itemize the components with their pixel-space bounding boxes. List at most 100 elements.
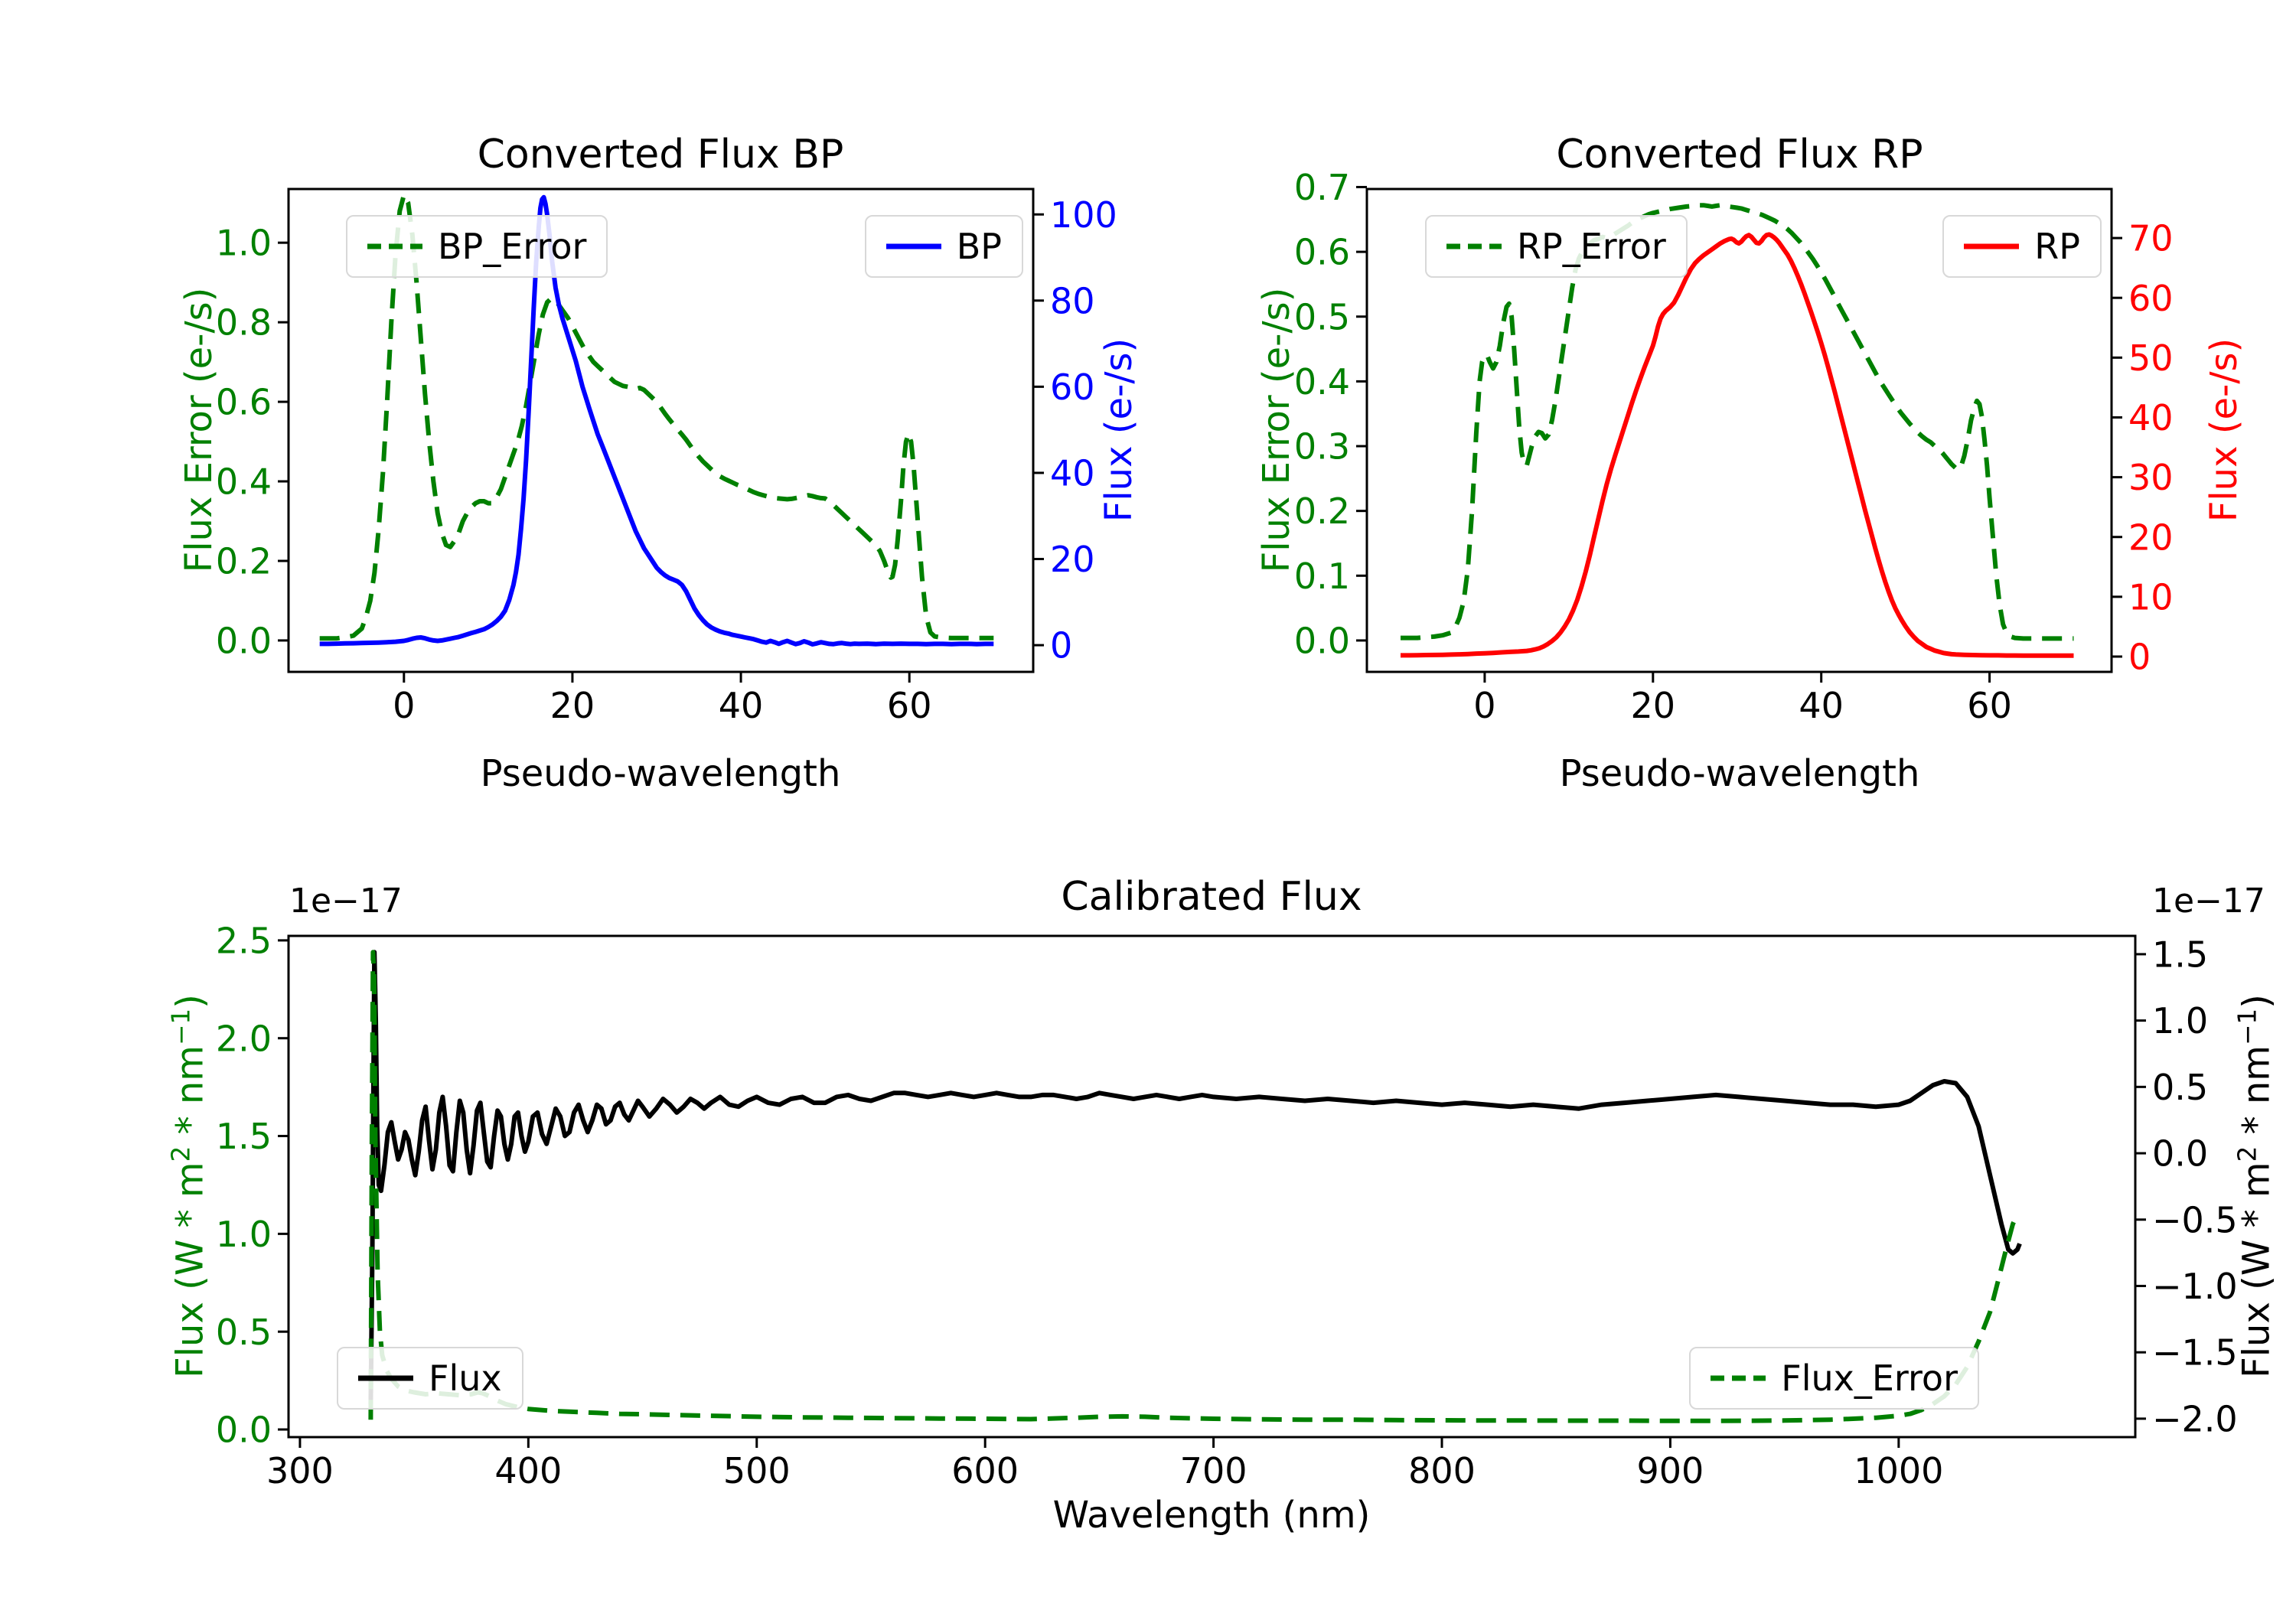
legend-rp-error: RP_Error xyxy=(1425,215,1688,278)
ylabel-rp-error: Flux Error (e-/s) xyxy=(1255,287,1298,573)
y-tick-label-right: 1.0 xyxy=(2152,1000,2208,1041)
y-tick-label-left: 0.5 xyxy=(216,1312,272,1353)
legend-label: BP xyxy=(956,226,1002,267)
y-tick-label-right: 0.5 xyxy=(2152,1067,2208,1108)
ylabel-sup: −1 xyxy=(2232,1008,2262,1045)
y-tick-label-left: 0.0 xyxy=(216,620,272,661)
ylabel-bp-error: Flux Error (e-/s) xyxy=(178,287,220,573)
y-tick-label-right: 1.5 xyxy=(2152,934,2208,975)
legend-label: RP_Error xyxy=(1517,226,1666,267)
legend-label: BP_Error xyxy=(438,226,587,267)
plot-box xyxy=(287,187,1035,673)
y-tick-label-right: 40 xyxy=(2128,397,2174,438)
ylabel-text: * nm xyxy=(168,1045,212,1146)
y-tick-label-right: 0 xyxy=(2128,637,2151,678)
xlabel-bp: Pseudo-wavelength xyxy=(480,752,841,795)
ylabel-sup: 2 xyxy=(166,1146,196,1162)
x-tick-label: 0 xyxy=(1473,685,1495,726)
ylabel-text: * nm xyxy=(2235,1045,2278,1146)
series-line-bp xyxy=(319,194,994,647)
y-tick-label-right: 50 xyxy=(2128,337,2174,379)
series-line-rp_error xyxy=(1401,203,2074,641)
series-line-flux xyxy=(368,950,2022,1404)
x-tick-label: 40 xyxy=(1799,685,1844,726)
y-tick-label-right: 0 xyxy=(1050,625,1072,667)
xlabel-calibrated: Wavelength (nm) xyxy=(1052,1494,1371,1537)
legend-flux-error: Flux_Error xyxy=(1689,1347,1979,1410)
x-tick-label: 300 xyxy=(266,1450,334,1491)
y-tick-label-right: −0.5 xyxy=(2152,1199,2238,1240)
y-tick-label-left: 0.6 xyxy=(216,382,272,423)
legend-label: Flux_Error xyxy=(1781,1358,1958,1399)
x-tick-label: 60 xyxy=(1967,685,2012,726)
ylabel-calibrated-left: Flux (W * m2 * nm−1) xyxy=(167,994,212,1378)
x-tick-label: 700 xyxy=(1180,1450,1247,1491)
y-tick-label-right: 40 xyxy=(1050,453,1095,494)
y-tick-label-right: 60 xyxy=(2128,278,2174,319)
y-tick-label-right: 70 xyxy=(2128,218,2174,259)
y-tick-label-right: 20 xyxy=(2128,517,2174,558)
y-tick-label-left: 0.8 xyxy=(216,302,272,344)
y-tick-label-left: 0.6 xyxy=(1294,232,1350,273)
ylabel-rp-flux: Flux (e-/s) xyxy=(2203,337,2245,523)
x-tick-label: 40 xyxy=(719,685,764,726)
y-tick-label-right: 30 xyxy=(2128,457,2174,498)
ylabel-sup: −1 xyxy=(166,1008,196,1045)
x-tick-label: 1000 xyxy=(1854,1450,1943,1491)
legend-line-sample xyxy=(1711,1375,1766,1381)
y-tick-label-right: 80 xyxy=(1050,280,1095,321)
plot-box xyxy=(287,934,2137,1439)
y-tick-label-left: 0.2 xyxy=(1294,491,1350,532)
x-tick-label: 60 xyxy=(887,685,932,726)
x-tick-label: 800 xyxy=(1408,1450,1476,1491)
y-tick-label-left: 1.0 xyxy=(216,1214,272,1255)
series-line-bp_error xyxy=(319,192,994,641)
y-tick-label-left: 2.0 xyxy=(216,1018,272,1059)
x-tick-label: 20 xyxy=(550,685,595,726)
chart-title-calibrated: Calibrated Flux xyxy=(1061,874,1362,920)
y-tick-label-left: 1.5 xyxy=(216,1116,272,1157)
y-tick-label-left: 0.7 xyxy=(1294,167,1350,208)
chart-title-rp: Converted Flux RP xyxy=(1556,132,1923,178)
ylabel-text: ) xyxy=(2235,994,2278,1009)
legend-flux: Flux xyxy=(337,1347,523,1410)
y-tick-label-right: −2.0 xyxy=(2152,1398,2238,1439)
ylabel-text: Flux (W * m xyxy=(168,1162,212,1378)
ylabel-text: Flux (W * m xyxy=(2235,1162,2278,1378)
xlabel-rp: Pseudo-wavelength xyxy=(1559,752,1920,795)
legend-label: Flux xyxy=(429,1358,502,1399)
plot-box xyxy=(1365,187,2113,673)
offset-text-right: 1e−17 xyxy=(2152,882,2265,921)
y-tick-label-left: 0.2 xyxy=(216,541,272,582)
y-tick-label-left: 0.4 xyxy=(216,461,272,503)
legend-line-sample xyxy=(1964,243,2020,249)
y-tick-label-left: 0.3 xyxy=(1294,426,1350,468)
legend-line-sample xyxy=(367,243,422,249)
legend-line-sample xyxy=(885,243,941,249)
y-tick-label-left: 0.5 xyxy=(1294,296,1350,337)
y-tick-label-right: −1.5 xyxy=(2152,1332,2238,1374)
y-tick-label-right: −1.0 xyxy=(2152,1266,2238,1307)
y-tick-label-right: 20 xyxy=(1050,539,1095,580)
legend-label: RP xyxy=(2034,226,2080,267)
ylabel-calibrated-right: Flux (W * m2 * nm−1) xyxy=(2233,994,2278,1378)
y-tick-label-right: 10 xyxy=(2128,576,2174,618)
y-tick-label-left: 0.0 xyxy=(216,1410,272,1451)
x-tick-label: 500 xyxy=(723,1450,791,1491)
ylabel-bp-flux: Flux (e-/s) xyxy=(1097,337,1140,523)
legend-rp: RP xyxy=(1942,215,2102,278)
y-tick-label-left: 0.0 xyxy=(1294,621,1350,662)
ylabel-sup: 2 xyxy=(2232,1146,2262,1162)
y-tick-label-left: 2.5 xyxy=(216,920,272,961)
y-tick-label-left: 0.1 xyxy=(1294,556,1350,597)
offset-text-left: 1e−17 xyxy=(289,882,403,921)
x-tick-label: 900 xyxy=(1637,1450,1704,1491)
ylabel-text: ) xyxy=(168,994,212,1009)
chart-title-bp: Converted Flux BP xyxy=(477,132,844,178)
y-tick-label-right: 0.0 xyxy=(2152,1133,2208,1175)
y-tick-label-right: 60 xyxy=(1050,367,1095,408)
x-tick-label: 0 xyxy=(393,685,415,726)
legend-bp: BP xyxy=(864,215,1023,278)
